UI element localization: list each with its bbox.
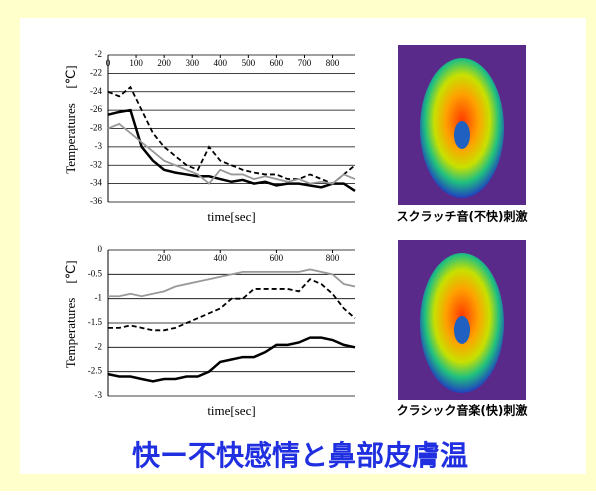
x-axis-label: time[sec] [207, 209, 255, 224]
x-tick-label: 400 [214, 58, 228, 68]
y-axis-label: Temperatures [63, 298, 78, 369]
x-tick-label: 500 [242, 58, 256, 68]
slide: スクラッチ音(不快)刺激 クラシック音楽(快)刺激 快ー不快感情と鼻部皮膚温 -… [0, 0, 596, 491]
y-tick-label: -2.5 [88, 366, 103, 376]
x-axis-label: time[sec] [207, 403, 255, 418]
x-tick-label: 200 [157, 58, 171, 68]
y-tick-label: -22 [90, 67, 102, 77]
y-tick-label: -2 [95, 49, 103, 59]
page: スクラッチ音(不快)刺激 クラシック音楽(快)刺激 快ー不快感情と鼻部皮膚温 -… [0, 0, 596, 495]
thermal-image [398, 240, 526, 400]
x-tick-label: 400 [214, 253, 228, 263]
y-tick-label: -1 [95, 293, 103, 303]
y-tick-label: -34 [90, 178, 102, 188]
y-tick-label: -1.5 [88, 317, 103, 327]
x-tick-label: 800 [326, 253, 340, 263]
y-tick-label: -3 [95, 141, 103, 151]
x-tick-label: 100 [129, 58, 143, 68]
y-tick-label: -3 [95, 390, 103, 400]
y-tick-label: 0 [98, 244, 103, 254]
y-tick-label: -32 [90, 159, 102, 169]
y-tick-label: -28 [90, 123, 102, 133]
slide-title: 快ー不快感情と鼻部皮膚温 [132, 439, 468, 472]
x-tick-label: 300 [185, 58, 199, 68]
x-tick-label: 200 [157, 253, 171, 263]
x-tick-label: 800 [326, 58, 340, 68]
y-tick-label: -2 [95, 341, 103, 351]
x-tick-label: 600 [270, 58, 284, 68]
x-tick-label: 600 [270, 253, 284, 263]
caption: クラシック音楽(快)刺激 [397, 403, 528, 418]
x-tick-label: 700 [298, 58, 312, 68]
y-tick-label: -26 [90, 104, 102, 114]
y-axis-unit: [℃] [63, 65, 78, 88]
y-tick-label: -24 [90, 86, 102, 96]
y-tick-label: -0.5 [88, 268, 103, 278]
thermal-image [398, 45, 526, 205]
y-tick-label: -36 [90, 196, 102, 206]
y-axis-unit: [℃] [63, 260, 78, 283]
caption: スクラッチ音(不快)刺激 [397, 209, 528, 224]
y-axis-label: Temperatures [63, 103, 78, 174]
